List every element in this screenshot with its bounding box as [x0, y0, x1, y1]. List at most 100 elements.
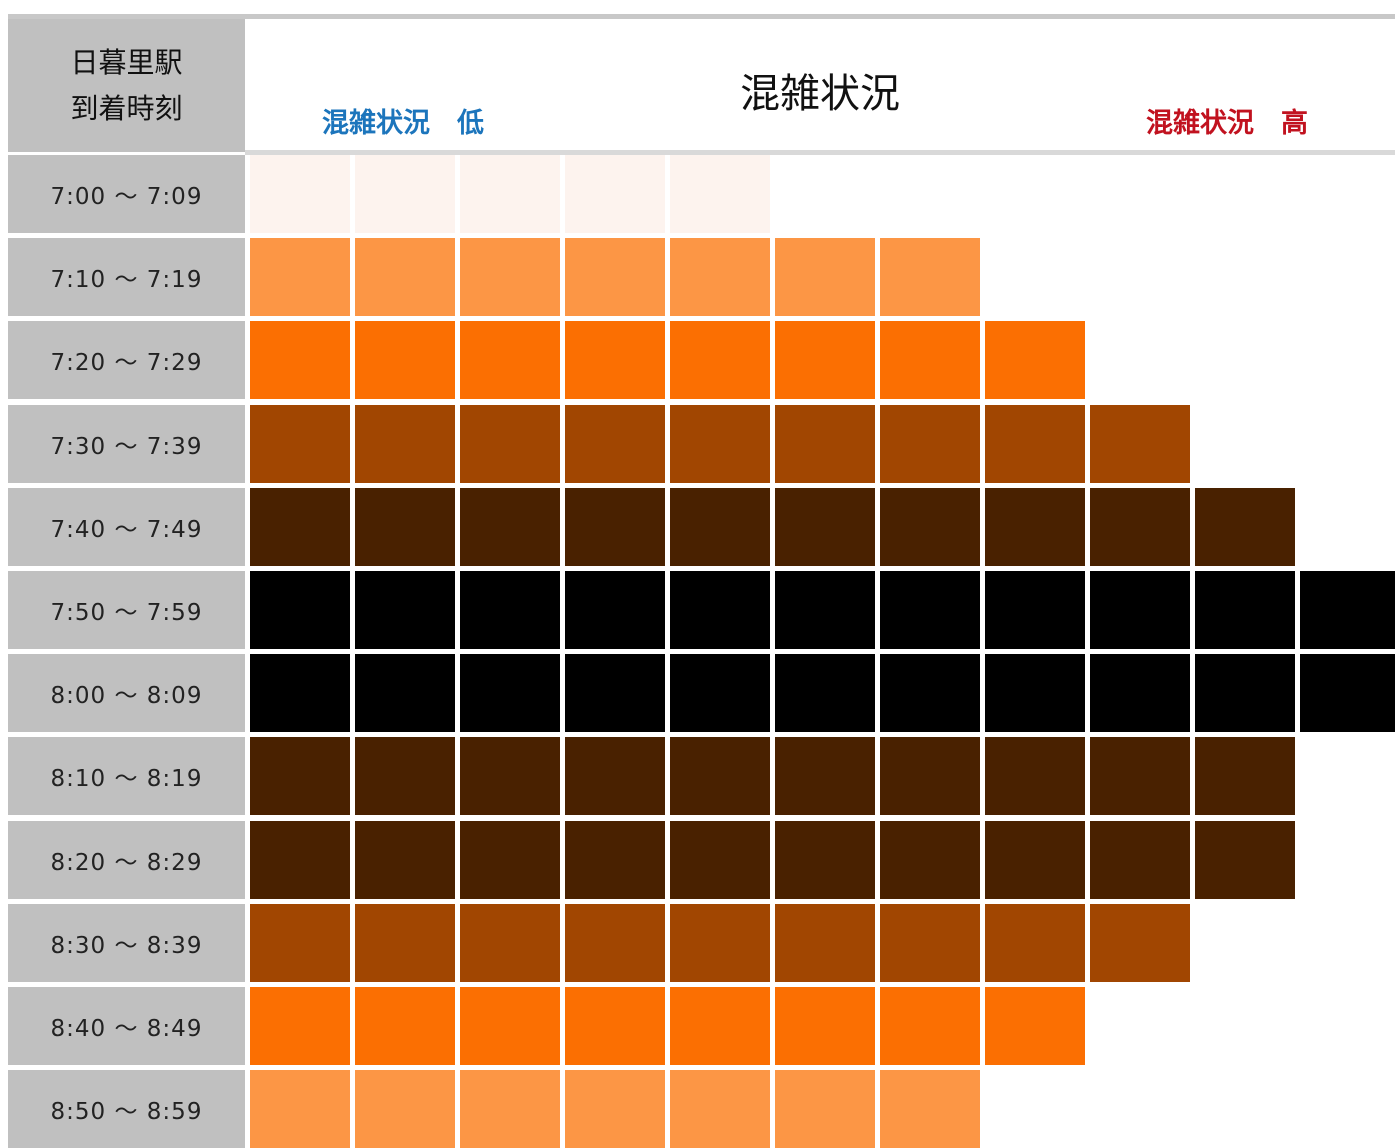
congestion-cell-filled — [1300, 571, 1395, 649]
congestion-cell-filled — [775, 987, 875, 1065]
congestion-cell-empty — [1090, 1070, 1190, 1148]
congestion-cell-empty — [1195, 321, 1295, 399]
congestion-cell-filled — [670, 155, 770, 233]
congestion-cell-filled — [775, 571, 875, 649]
congestion-cell-filled — [985, 321, 1085, 399]
time-slot-label: 8:30 ～ 8:39 — [8, 904, 245, 982]
congestion-cell-filled — [670, 238, 770, 316]
congestion-cell-filled — [250, 904, 350, 982]
congestion-cell-filled — [250, 321, 350, 399]
congestion-cell-filled — [355, 321, 455, 399]
congestion-cell-filled — [250, 571, 350, 649]
congestion-cell-filled — [460, 321, 560, 399]
congestion-cell-filled — [985, 405, 1085, 483]
congestion-cell-filled — [670, 571, 770, 649]
congestion-cell-filled — [1195, 488, 1295, 566]
congestion-cell-filled — [1090, 571, 1190, 649]
congestion-cell-filled — [670, 321, 770, 399]
time-slot-label: 8:50 ～ 8:59 — [8, 1070, 245, 1148]
congestion-cell-filled — [460, 904, 560, 982]
congestion-cell-filled — [460, 405, 560, 483]
congestion-cell-filled — [985, 571, 1085, 649]
congestion-cell-filled — [985, 987, 1085, 1065]
congestion-cell-empty — [1090, 238, 1190, 316]
congestion-cell-filled — [880, 654, 980, 732]
congestion-cell-filled — [1090, 488, 1190, 566]
low-congestion-label: 混雑状況 低 — [322, 108, 484, 139]
congestion-cell-filled — [355, 654, 455, 732]
congestion-cell-empty — [775, 155, 875, 233]
congestion-cell-filled — [355, 405, 455, 483]
congestion-cell-empty — [1195, 405, 1295, 483]
congestion-cell-filled — [250, 488, 350, 566]
congestion-cell-filled — [355, 737, 455, 815]
congestion-cell-filled — [355, 488, 455, 566]
time-slot-label: 7:20 ～ 7:29 — [8, 321, 245, 399]
congestion-cell-filled — [460, 238, 560, 316]
congestion-cell-filled — [880, 321, 980, 399]
congestion-cell-empty — [1300, 737, 1395, 815]
congestion-cell-filled — [565, 321, 665, 399]
congestion-cell-empty — [1195, 904, 1295, 982]
congestion-cell-filled — [355, 238, 455, 316]
congestion-cell-filled — [1090, 821, 1190, 899]
time-slot-label: 7:00 ～ 7:09 — [8, 155, 245, 233]
congestion-cell-filled — [880, 821, 980, 899]
congestion-cell-filled — [775, 1070, 875, 1148]
congestion-cell-filled — [775, 654, 875, 732]
congestion-cell-filled — [1090, 405, 1190, 483]
congestion-cell-filled — [250, 737, 350, 815]
time-slot-label: 8:40 ～ 8:49 — [8, 987, 245, 1065]
congestion-cell-filled — [775, 321, 875, 399]
congestion-cell-filled — [775, 737, 875, 815]
top-border — [8, 14, 1395, 19]
congestion-cell-filled — [565, 737, 665, 815]
congestion-cell-filled — [565, 654, 665, 732]
congestion-cell-filled — [250, 821, 350, 899]
congestion-cell-empty — [1195, 987, 1295, 1065]
station-name: 日暮里駅 — [70, 45, 183, 79]
congestion-cell-filled — [880, 571, 980, 649]
congestion-cell-empty — [985, 1070, 1085, 1148]
congestion-cell-filled — [460, 155, 560, 233]
congestion-cell-filled — [880, 405, 980, 483]
congestion-cell-filled — [460, 571, 560, 649]
congestion-cell-filled — [565, 155, 665, 233]
congestion-cell-empty — [1300, 821, 1395, 899]
congestion-cell-filled — [670, 821, 770, 899]
congestion-cell-filled — [460, 1070, 560, 1148]
congestion-cell-empty — [1300, 488, 1395, 566]
arrival-time-label: 到着時刻 — [70, 91, 183, 125]
congestion-cell-filled — [880, 1070, 980, 1148]
congestion-cell-filled — [1090, 654, 1190, 732]
congestion-cell-filled — [880, 488, 980, 566]
congestion-cell-empty — [1300, 238, 1395, 316]
congestion-cell-filled — [565, 1070, 665, 1148]
high-congestion-label: 混雑状況 高 — [1146, 108, 1308, 139]
congestion-cell-empty — [1300, 987, 1395, 1065]
congestion-cell-filled — [355, 821, 455, 899]
congestion-cell-empty — [1090, 321, 1190, 399]
congestion-cell-filled — [880, 737, 980, 815]
congestion-cell-filled — [250, 155, 350, 233]
congestion-cell-filled — [670, 737, 770, 815]
congestion-cell-empty — [1300, 904, 1395, 982]
congestion-title: 混雑状況 — [740, 71, 900, 117]
congestion-cell-empty — [985, 238, 1085, 316]
congestion-cell-filled — [985, 821, 1085, 899]
congestion-cell-filled — [355, 987, 455, 1065]
congestion-cell-filled — [1300, 654, 1395, 732]
congestion-cell-filled — [460, 654, 560, 732]
congestion-cell-filled — [250, 654, 350, 732]
congestion-cell-filled — [460, 737, 560, 815]
congestion-cell-empty — [1300, 155, 1395, 233]
time-slot-label: 7:50 ～ 7:59 — [8, 571, 245, 649]
time-slot-label: 8:20 ～ 8:29 — [8, 821, 245, 899]
congestion-cell-empty — [1300, 1070, 1395, 1148]
congestion-cell-filled — [1195, 654, 1295, 732]
congestion-cell-filled — [775, 488, 875, 566]
congestion-cell-filled — [670, 488, 770, 566]
congestion-cell-filled — [1195, 571, 1295, 649]
congestion-cell-filled — [1090, 737, 1190, 815]
